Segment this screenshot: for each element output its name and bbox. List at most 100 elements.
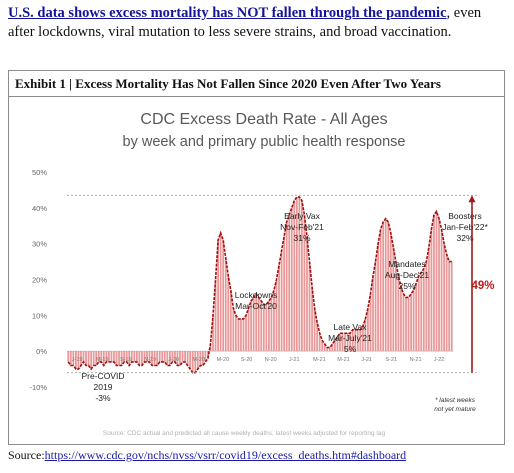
weekly-bar: [181, 351, 184, 362]
x-tick-label: M-19: [96, 357, 109, 363]
y-tick-label: 0%: [36, 347, 47, 356]
y-tick-label: 20%: [32, 276, 47, 285]
weekly-bar: [425, 261, 428, 352]
weekly-bar: [306, 236, 308, 352]
weekly-bar: [245, 315, 247, 352]
weekly-bar: [438, 218, 440, 352]
weekly-bar: [69, 351, 72, 366]
change-arrow-head: [468, 195, 476, 203]
weekly-bar: [283, 236, 286, 352]
weekly-bar: [420, 272, 423, 352]
weekly-bar: [433, 215, 435, 352]
weekly-bar: [163, 351, 166, 362]
weekly-bar: [364, 318, 367, 352]
excess-death-chart: CDC Excess Death Rate - All Ages by week…: [29, 111, 494, 437]
weekly-bar: [354, 329, 357, 352]
weekly-bar: [275, 279, 278, 352]
weekly-bar: [255, 293, 258, 352]
x-tick-label: J-21: [289, 357, 300, 363]
weekly-bar: [268, 301, 270, 352]
weekly-bar: [189, 351, 192, 370]
weekly-bar: [158, 351, 161, 362]
weekly-bar: [120, 351, 123, 366]
weekly-bar: [278, 265, 280, 352]
y-tick-label: 30%: [32, 240, 47, 249]
weekly-bar: [240, 318, 242, 352]
weekly-bar: [179, 351, 181, 366]
weekly-bar: [308, 261, 311, 352]
annotation-line: 25%: [398, 281, 415, 291]
weekly-bar: [80, 351, 82, 366]
weekly-bar: [379, 229, 382, 352]
weekly-bar: [339, 333, 341, 352]
weekly-bar: [133, 351, 136, 362]
weekly-bar: [336, 336, 339, 352]
weekly-bar: [323, 344, 326, 352]
footnote-line: not yet mature: [434, 406, 476, 413]
weekly-bar: [402, 293, 405, 352]
weekly-bar: [328, 347, 331, 352]
weekly-bar: [156, 351, 159, 366]
weekly-bar: [430, 229, 433, 352]
weekly-bar: [222, 240, 225, 352]
weekly-bar: [273, 290, 275, 352]
weekly-bar: [90, 351, 93, 370]
y-tick-label: 40%: [32, 204, 47, 213]
source-link[interactable]: https://www.cdc.gov/nchs/nvss/vsrr/covid…: [44, 448, 407, 462]
weekly-bar: [168, 351, 171, 366]
annotation-line: Nov-Feb'21: [280, 222, 324, 232]
y-tick-label: 10%: [32, 311, 47, 320]
weekly-bar: [143, 351, 146, 362]
weekly-bar: [123, 351, 126, 362]
weekly-bar: [389, 232, 392, 352]
weekly-bar: [166, 351, 169, 366]
weekly-bar: [321, 340, 324, 352]
weekly-bar: [176, 351, 179, 366]
weekly-bar: [405, 297, 407, 352]
weekly-bar: [130, 351, 133, 362]
weekly-bar: [148, 351, 151, 362]
weekly-bar: [201, 351, 204, 366]
weekly-bar: [95, 351, 98, 366]
weekly-bar: [153, 351, 156, 366]
annotation-line: Aug-Dec'21: [385, 270, 429, 280]
annotation-line: 32%: [456, 233, 473, 243]
x-tick-label: M-20: [192, 357, 205, 363]
weekly-bar: [72, 351, 75, 366]
weekly-bar: [394, 261, 397, 352]
weekly-bar: [443, 243, 445, 352]
chart-title: CDC Excess Death Rate - All Ages: [140, 111, 387, 128]
weekly-bar: [311, 286, 313, 352]
weekly-bar: [77, 351, 80, 370]
source-line: Source:https://www.cdc.gov/nchs/nvss/vsr…: [8, 447, 406, 463]
weekly-bar: [369, 293, 372, 352]
weekly-bar: [349, 333, 352, 352]
weekly-bar: [290, 207, 293, 352]
weekly-bar: [194, 351, 197, 373]
weekly-bar: [100, 351, 103, 362]
weekly-bar: [146, 351, 148, 362]
weekly-bar: [151, 351, 153, 366]
weekly-bar: [377, 243, 379, 352]
weekly-bar: [161, 351, 164, 362]
headline-link[interactable]: U.S. data shows excess mortality has NOT…: [8, 5, 447, 21]
weekly-bar: [298, 197, 301, 352]
weekly-bar: [288, 215, 291, 352]
x-tick-label: J-22: [434, 357, 445, 363]
x-tick-label: M-21: [313, 357, 326, 363]
annotation-line: 5%: [344, 344, 357, 354]
weekly-bar: [67, 351, 70, 362]
weekly-bar: [108, 351, 110, 362]
change-label: 49%: [471, 280, 494, 292]
weekly-bar: [229, 290, 232, 352]
weekly-bar: [105, 351, 108, 362]
exhibit-box: Exhibit 1 | Excess Mortality Has Not Fal…: [8, 70, 505, 445]
x-tick-label: J-21: [361, 357, 372, 363]
weekly-bar: [367, 308, 369, 352]
weekly-bar: [382, 222, 385, 352]
weekly-bar: [207, 351, 209, 359]
weekly-bar: [435, 211, 438, 352]
weekly-bar: [412, 290, 415, 352]
weekly-bar: [285, 222, 288, 352]
